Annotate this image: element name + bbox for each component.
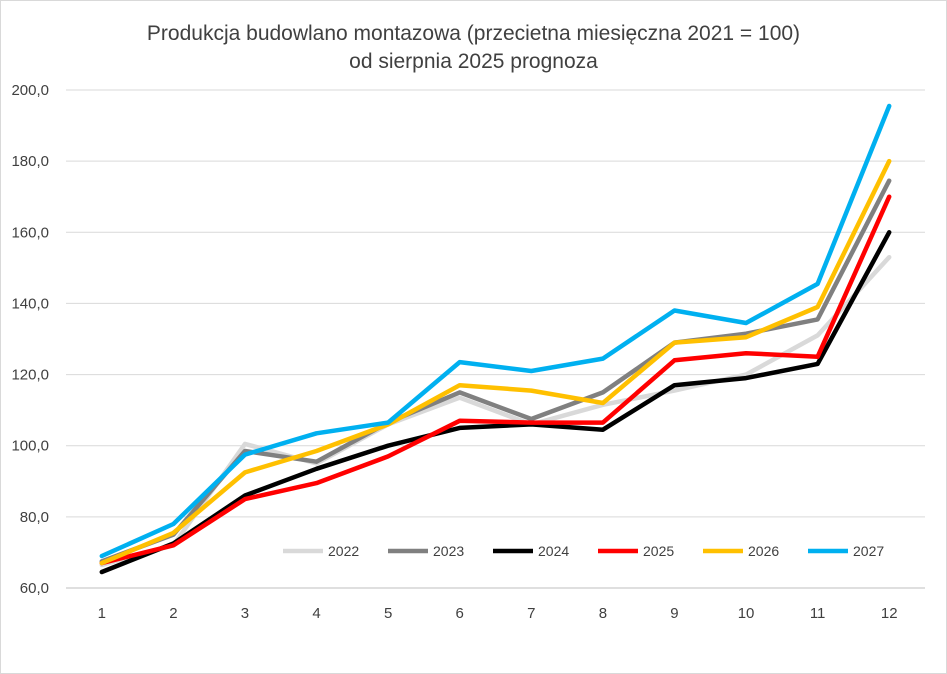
x-tick-label: 4: [312, 605, 320, 622]
series-line-2026: [99, 158, 892, 566]
y-tick-label: 80,0: [20, 509, 49, 526]
x-tick-label: 9: [670, 605, 678, 622]
legend-label-2022: 2022: [328, 543, 359, 559]
series-line-2022: [99, 254, 892, 568]
y-tick-label: 180,0: [11, 153, 49, 170]
legend-label-2027: 2027: [853, 543, 884, 559]
legend-label-2025: 2025: [643, 543, 674, 559]
subtitle-line: od sierpnia 2025 prognoza: [349, 50, 598, 73]
x-tick-label: 8: [599, 605, 607, 622]
x-tick-label: 1: [98, 605, 106, 622]
legend-label-2024: 2024: [538, 543, 569, 559]
x-tick-label: 5: [384, 605, 392, 622]
y-tick-label: 200,0: [11, 82, 49, 99]
x-axis-ticks: 1 2 3 4 5 6 7 8 9 10 11 12: [98, 605, 898, 622]
gridlines: [66, 89, 925, 518]
chart-title: Produkcja budowlano montazowa (przecietn…: [0, 20, 947, 76]
series-line-2025: [99, 194, 892, 566]
x-tick-label: 7: [527, 605, 535, 622]
x-tick-label: 6: [456, 605, 464, 622]
x-tick-label: 11: [810, 605, 826, 622]
y-tick-label: 60,0: [20, 580, 49, 597]
series-line-2027: [99, 103, 892, 559]
x-tick-label: 12: [881, 605, 898, 622]
x-tick-label: 2: [169, 605, 177, 622]
y-axis-ticks: 60,0 80,0 100,0 120,0 140,0 160,0 180,0 200,0: [11, 82, 49, 597]
legend-label-2026: 2026: [748, 543, 779, 559]
y-tick-label: 160,0: [11, 224, 49, 241]
x-tick-label: 3: [241, 605, 249, 622]
series-lines: [99, 103, 892, 575]
x-tick-label: 10: [738, 605, 755, 622]
series-line-2024: [99, 230, 892, 575]
legend-label-2023: 2023: [433, 543, 464, 559]
y-tick-label: 140,0: [11, 295, 49, 312]
title-line: Produkcja budowlano montazowa (przecietn…: [146, 22, 801, 45]
y-tick-label: 120,0: [11, 367, 49, 384]
legend: 2022 2023 2024 2025 2026 2027: [283, 543, 884, 559]
y-tick-label: 100,0: [11, 438, 49, 455]
